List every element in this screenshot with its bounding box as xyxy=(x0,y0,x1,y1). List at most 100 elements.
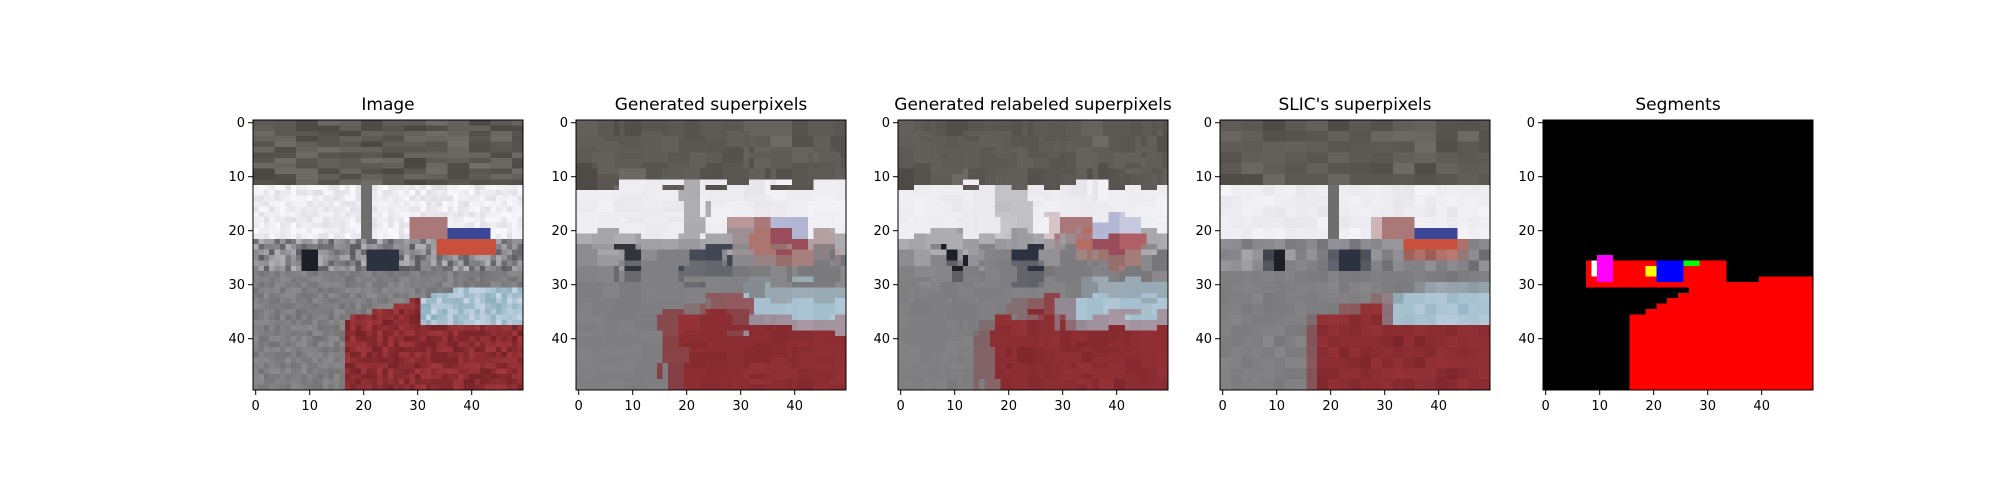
pixel-cell xyxy=(586,373,593,380)
pixel-cell xyxy=(452,292,459,299)
pixel-cell xyxy=(586,357,593,364)
pixel-cell xyxy=(371,125,378,132)
pixel-cell xyxy=(366,384,373,391)
pixel-cell xyxy=(721,184,728,191)
pixel-cell xyxy=(840,201,847,207)
pixel-cell xyxy=(458,120,464,126)
pixel-cell xyxy=(581,249,588,256)
pixel-cell xyxy=(624,363,631,369)
pixel-cell xyxy=(689,157,696,164)
pixel-cell xyxy=(382,201,389,207)
pixel-cell xyxy=(447,238,454,245)
pixel-cell xyxy=(802,174,809,180)
pixel-cell xyxy=(415,260,421,267)
pixel-cell xyxy=(312,276,319,283)
pixel-cell xyxy=(840,287,847,294)
pixel-cell xyxy=(603,206,609,213)
pixel-cell xyxy=(721,211,728,218)
pixel-cell xyxy=(705,265,712,272)
pixel-cell xyxy=(474,222,481,229)
pixel-cell xyxy=(312,190,319,196)
pixel-cell xyxy=(765,217,771,223)
pixel-cell xyxy=(608,282,615,288)
pixel-cell xyxy=(285,147,292,153)
pixel-cell xyxy=(689,346,696,353)
pixel-cell xyxy=(409,346,416,353)
pixel-cell xyxy=(748,265,755,272)
pixel-cell xyxy=(748,249,755,256)
pixel-cell xyxy=(694,174,701,180)
pixel-cell xyxy=(770,325,777,331)
pixel-cell xyxy=(754,276,760,283)
pixel-cell xyxy=(808,125,814,132)
pixel-cell xyxy=(312,384,319,391)
pixel-cell xyxy=(716,255,723,261)
pixel-cell xyxy=(312,125,319,132)
pixel-cell xyxy=(662,309,669,315)
pixel-cell xyxy=(581,136,588,142)
pixel-cell xyxy=(420,244,427,250)
pixel-cell xyxy=(694,195,701,202)
pixel-cell xyxy=(317,130,324,137)
pixel-cell xyxy=(496,292,502,299)
pixel-cell xyxy=(296,319,302,326)
pixel-cell xyxy=(603,130,609,137)
pixel-cell xyxy=(738,152,744,159)
pixel-cell xyxy=(662,130,669,137)
pixel-cell xyxy=(269,141,275,148)
pixel-cell xyxy=(662,201,669,207)
pixel-cell xyxy=(361,384,367,391)
pixel-cell xyxy=(420,336,427,342)
pixel-cell xyxy=(646,136,652,142)
pixel-cell xyxy=(506,325,513,331)
pixel-cell xyxy=(813,325,820,331)
pixel-cell xyxy=(678,325,685,331)
pixel-cell xyxy=(624,174,631,180)
pixel-cell xyxy=(501,163,508,169)
pixel-cell xyxy=(280,125,286,132)
pixel-cell xyxy=(463,260,470,267)
pixel-cell xyxy=(765,195,771,202)
pixel-cell xyxy=(678,222,685,229)
pixel-cell xyxy=(646,282,652,288)
pixel-cell xyxy=(447,228,454,234)
pixel-cell xyxy=(662,292,669,299)
pixel-cell xyxy=(409,141,416,148)
pixel-cell xyxy=(792,346,798,353)
pixel-cell xyxy=(323,244,329,250)
pixel-cell xyxy=(732,163,739,169)
pixel-cell xyxy=(398,152,405,159)
pixel-cell xyxy=(603,168,609,175)
pixel-cell xyxy=(382,276,389,283)
pixel-cell xyxy=(323,368,329,375)
pixel-cell xyxy=(835,292,841,299)
pixel-cell xyxy=(442,373,448,380)
pixel-cell xyxy=(684,211,690,218)
pixel-cell xyxy=(285,276,292,283)
pixel-cell xyxy=(317,368,324,375)
pixel-cell xyxy=(684,336,690,342)
pixel-cell xyxy=(431,271,437,277)
pixel-cell xyxy=(586,341,593,348)
pixel-cell xyxy=(382,249,389,256)
pixel-cell xyxy=(754,136,760,142)
pixel-cell xyxy=(770,249,777,256)
pixel-cell xyxy=(452,157,459,164)
pixel-cell xyxy=(452,163,459,169)
pixel-cell xyxy=(835,363,841,369)
pixel-cell xyxy=(328,341,335,348)
pixel-cell xyxy=(388,163,394,169)
pixel-cell xyxy=(775,168,782,175)
pixel-cell xyxy=(463,211,470,218)
pixel-cell xyxy=(285,125,292,132)
pixel-cell xyxy=(485,168,491,175)
pixel-cell xyxy=(307,255,313,261)
pixel-cell xyxy=(496,141,502,148)
pixel-cell xyxy=(711,168,717,175)
pixel-cell xyxy=(339,157,346,164)
pixel-cell xyxy=(452,141,459,148)
pixel-cell xyxy=(339,271,346,277)
pixel-cell xyxy=(689,352,696,358)
pixel-cell xyxy=(824,336,831,342)
